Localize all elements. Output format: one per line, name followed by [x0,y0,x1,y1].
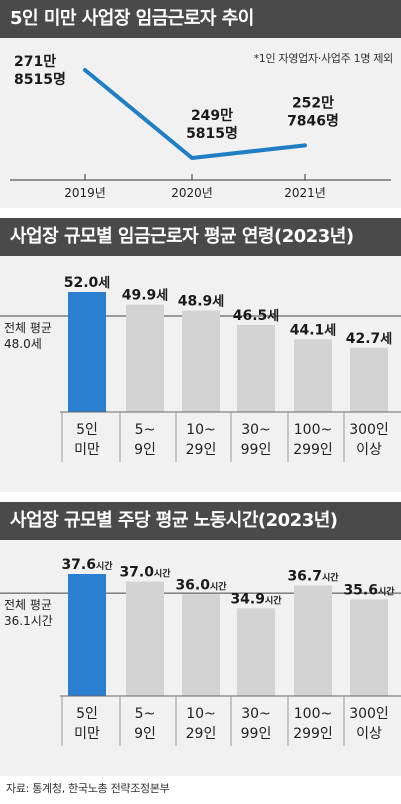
x-tick-label: 29인 [186,726,217,742]
x-tick-label: 100~ [294,422,332,438]
data-label: 37.6시간 [61,557,113,573]
x-tick-label: 299인 [293,726,333,742]
x-tick-label: 미만 [74,726,100,742]
section-divider [0,492,401,494]
data-label: 46.5세 [233,308,280,324]
x-tick-label: 99인 [241,726,272,742]
source-note: 자료: 통계청, 한국노총 전략조정본부 [6,782,170,795]
age-section-title: 사업장 규모별 임금근로자 평균 연령(2023년) [0,218,401,256]
data-label: 36.0시간 [175,577,227,593]
bar [237,608,275,696]
bar [350,599,388,696]
data-label: 48.9세 [178,294,225,310]
data-label: 252만 [292,95,334,111]
bar [182,594,220,696]
age-bar-chart: 전체 평균 48.0세 52.0세 49.9세 48.9세 46.5세 44.1세 42.7세… [0,275,401,462]
bar [294,339,332,412]
data-label: 35.6시간 [343,582,395,598]
x-tick-label: 30~ [241,422,271,438]
bar [237,325,275,412]
x-tick-label: 5~ [135,422,156,438]
x-tick-label: 300인 [349,706,389,722]
bar [294,585,332,696]
x-tick-label: 100~ [294,706,332,722]
bar [68,574,106,696]
x-tick-label: 29인 [186,442,217,458]
data-label: 52.0세 [64,275,111,291]
data-label: 271만 [14,54,56,70]
x-tick-label: 30~ [241,706,271,722]
x-tick-label: 2021년 [284,186,326,200]
x-tick-label: 10~ [186,706,216,722]
data-label: 5815명 [186,125,238,142]
bar [68,292,106,412]
x-tick-label: 299인 [293,442,333,458]
data-label: 49.9세 [122,288,169,304]
x-tick-label: 이상 [356,726,382,742]
data-label: 42.7세 [346,331,393,347]
bar [126,304,164,412]
data-label: 36.7시간 [287,568,339,584]
reference-value-label: 36.1시간 [4,614,53,628]
x-tick-label: 5~ [135,706,156,722]
data-label: 34.9시간 [230,591,282,607]
x-tick-label: 5인 [76,706,98,722]
x-tick-label: 5인 [76,422,98,438]
section-divider [0,208,401,210]
x-tick-label: 9인 [134,442,156,458]
x-tick-label: 10~ [186,422,216,438]
trend-note: *1인 자영업자·사업주 1명 제외 [253,52,394,65]
hours-section-title: 사업장 규모별 주당 평균 노동시간(2023년) [0,502,401,540]
data-label: 7846명 [287,112,339,129]
x-tick-label: 이상 [356,442,382,458]
x-tick-label: 300인 [349,422,389,438]
reference-label: 전체 평균 [4,598,52,612]
x-tick-label: 2020년 [171,186,213,200]
x-tick-label: 미만 [74,442,100,458]
data-label: 8515명 [14,71,66,88]
x-tick-label: 99인 [241,442,272,458]
x-tick-label: 9인 [134,726,156,742]
x-tick-label: 2019년 [64,186,106,200]
bar [126,581,164,696]
reference-label: 전체 평균 [4,321,52,335]
data-label: 249만 [191,108,233,124]
data-label: 44.1세 [290,322,337,338]
bar [182,310,220,412]
trend-section-title: 5인 미만 사업장 임금근로자 추이 [0,0,401,38]
trend-line [83,68,307,160]
reference-value-label: 48.0세 [4,337,42,351]
data-label: 37.0시간 [119,565,171,581]
bar [350,347,388,412]
